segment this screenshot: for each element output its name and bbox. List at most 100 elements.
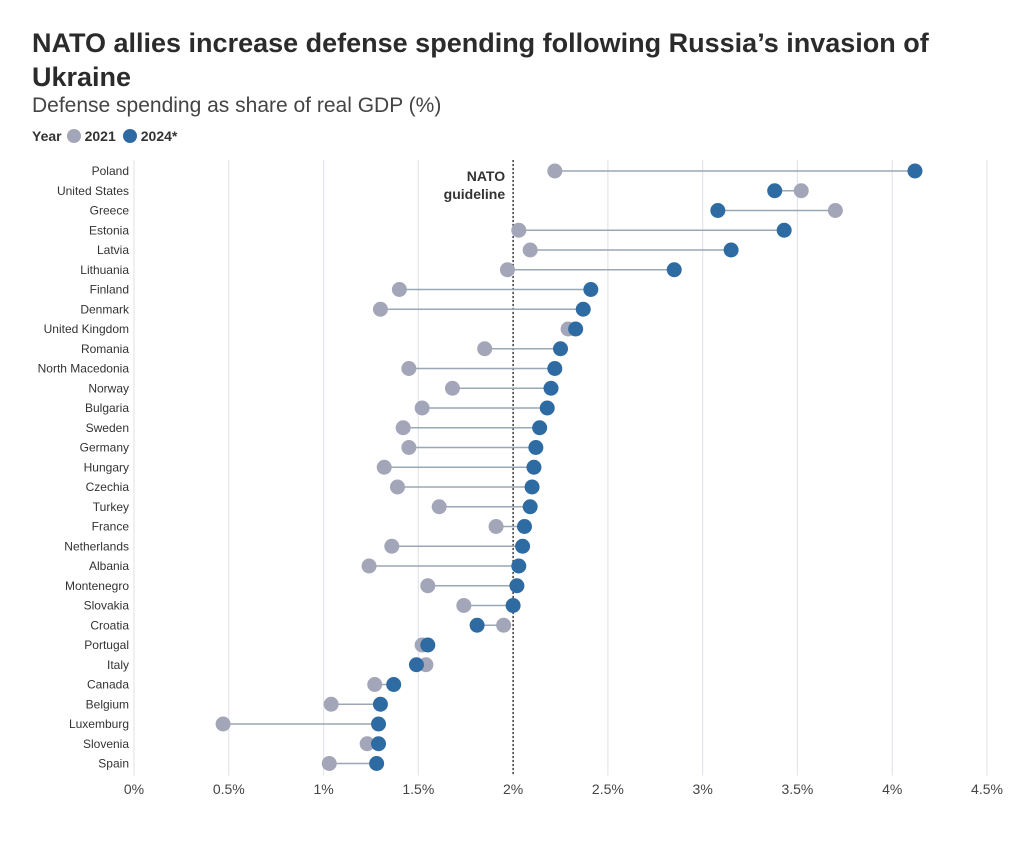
- chart-title: NATO allies increase defense spending fo…: [32, 28, 929, 92]
- country-label: Luxemburg: [69, 717, 129, 731]
- legend-text-2024: 2024*: [140, 128, 178, 144]
- guideline-label-line2: guideline: [444, 186, 506, 202]
- point-2021: [361, 558, 377, 574]
- country-label: Albania: [89, 559, 129, 573]
- point-2021: [395, 420, 411, 436]
- point-2021: [376, 459, 392, 475]
- country-label: Netherlands: [64, 539, 129, 553]
- country-label: Czechia: [86, 480, 130, 494]
- point-2024: [568, 321, 584, 337]
- legend-text-2021: 2021: [84, 128, 116, 144]
- x-tick-label: 0.5%: [213, 781, 245, 797]
- point-2021: [511, 222, 527, 238]
- point-2021: [323, 696, 339, 712]
- point-2024: [526, 459, 542, 475]
- country-label: Lithuania: [80, 263, 129, 277]
- point-2024: [528, 440, 544, 455]
- x-tick-label: 4.5%: [971, 781, 1003, 797]
- point-2021: [391, 282, 407, 297]
- country-label: Germany: [80, 441, 129, 455]
- country-label: North Macedonia: [38, 362, 130, 376]
- legend-item-2021: 2021: [66, 128, 116, 144]
- chart-subtitle: Defense spending as share of real GDP (%…: [32, 94, 442, 117]
- point-2021: [522, 242, 538, 258]
- country-label: Turkey: [93, 500, 129, 514]
- country-label: Finland: [90, 283, 129, 297]
- country-label: Italy: [107, 658, 129, 672]
- country-label: Slovenia: [83, 737, 129, 751]
- country-label: Norway: [88, 381, 129, 395]
- country-label: Latvia: [97, 243, 129, 257]
- country-label: United States: [57, 184, 129, 198]
- point-2024: [524, 479, 540, 495]
- country-label: Sweden: [86, 421, 129, 435]
- point-2021: [401, 361, 417, 376]
- point-2024: [505, 598, 521, 613]
- point-2024: [532, 420, 548, 436]
- country-label: Montenegro: [65, 579, 129, 593]
- x-tick-label: 3.5%: [781, 781, 813, 797]
- country-label: Bulgaria: [85, 401, 129, 415]
- point-2024: [767, 183, 783, 199]
- point-2024: [408, 657, 424, 673]
- point-2021: [372, 301, 388, 317]
- point-2024: [575, 301, 591, 317]
- country-label: Canada: [87, 678, 129, 692]
- point-2024: [539, 400, 555, 416]
- country-label: Poland: [92, 164, 129, 178]
- legend-label: Year: [32, 128, 62, 144]
- legend-dot-2021: [66, 129, 81, 143]
- point-2021: [401, 440, 417, 455]
- point-2024: [469, 617, 485, 633]
- point-2021: [827, 203, 843, 218]
- country-label: Estonia: [89, 223, 129, 237]
- point-2024: [516, 519, 532, 534]
- guideline-label-line1: NATO: [467, 168, 505, 184]
- x-tick-label: 2.5%: [592, 781, 624, 797]
- point-2021: [321, 756, 337, 771]
- legend-dot-2024: [122, 129, 137, 143]
- point-2021: [414, 400, 430, 416]
- country-label: Romania: [81, 342, 129, 356]
- point-2024: [369, 756, 385, 771]
- x-tick-label: 1%: [313, 781, 333, 797]
- point-2024: [547, 361, 563, 376]
- point-2024: [509, 578, 525, 594]
- x-tick-label: 1.5%: [402, 781, 434, 797]
- point-2024: [710, 203, 726, 218]
- country-label: Croatia: [90, 618, 129, 632]
- country-label: Hungary: [84, 460, 129, 474]
- country-label: France: [92, 520, 130, 534]
- country-label: Portugal: [84, 638, 129, 652]
- point-2021: [477, 341, 493, 357]
- country-label: Belgium: [86, 697, 129, 711]
- point-2024: [543, 380, 559, 396]
- point-2021: [431, 499, 447, 515]
- point-2021: [499, 262, 515, 278]
- point-2024: [372, 696, 388, 712]
- country-label: Denmark: [80, 302, 130, 316]
- point-2024: [666, 262, 682, 278]
- point-2024: [386, 677, 402, 692]
- x-tick-label: 2%: [503, 781, 523, 797]
- legend: Year 2021 2024*: [32, 128, 179, 144]
- point-2021: [496, 617, 512, 633]
- point-2024: [371, 716, 387, 732]
- point-2021: [547, 163, 563, 179]
- point-2021: [215, 716, 231, 732]
- point-2021: [384, 538, 400, 554]
- point-2021: [359, 736, 375, 752]
- point-2024: [583, 282, 599, 297]
- legend-item-2024: 2024*: [122, 128, 178, 144]
- point-2021: [456, 598, 472, 613]
- point-2021: [420, 578, 436, 594]
- point-2024: [522, 499, 538, 515]
- x-tick-label: 3%: [693, 781, 713, 797]
- point-2021: [793, 183, 809, 199]
- x-tick-label: 0%: [124, 781, 144, 797]
- country-label: Spain: [98, 757, 129, 771]
- point-2024: [723, 242, 739, 258]
- point-2024: [371, 736, 387, 752]
- point-2021: [389, 479, 405, 495]
